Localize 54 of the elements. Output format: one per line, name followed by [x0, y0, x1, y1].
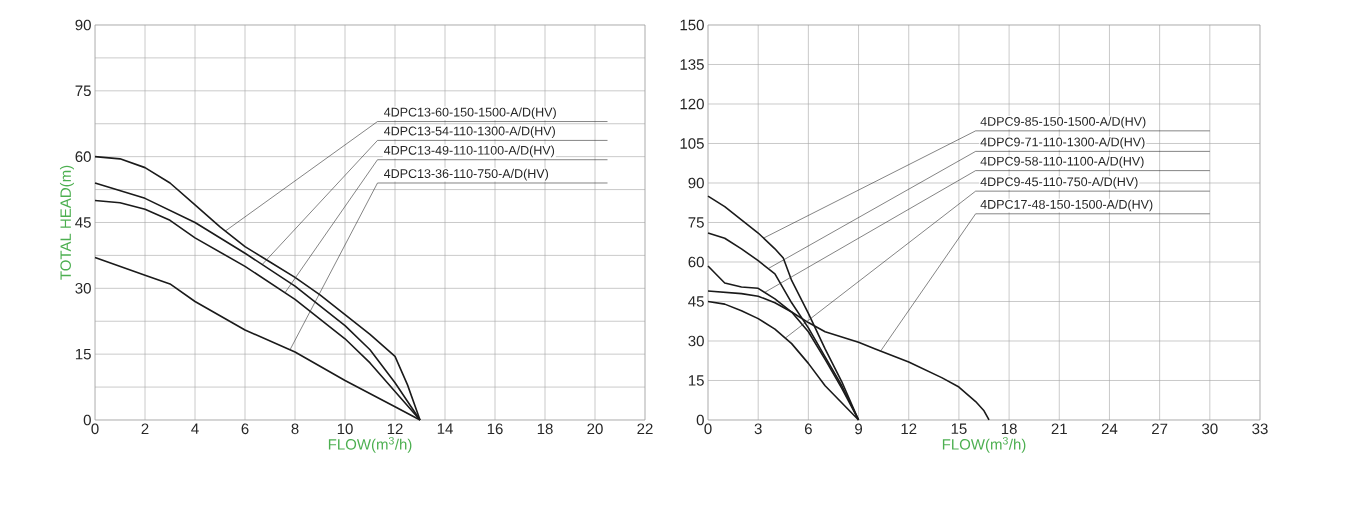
annotation: 4DPC13-36-110-750-A/D(HV) [384, 168, 549, 181]
x-axis-title: FLOW(m$^{3}$/h) [328, 437, 412, 453]
y-tick-label: 90 [75, 19, 91, 31]
y-tick-label: 30 [75, 283, 91, 294]
x-tick-label: 0 [91, 423, 99, 435]
x-tick-label: 8 [291, 423, 299, 435]
x-tick-label: 30 [1202, 423, 1218, 435]
y-tick-label: 15 [75, 348, 91, 360]
x-tick-label: 33 [1252, 423, 1268, 435]
y-tick-label: 75 [75, 85, 91, 97]
x-tick-label: 2 [141, 423, 149, 434]
x-tick-label: 16 [487, 423, 503, 435]
annotation: 4DPC9-45-110-750-A/D(HV) [980, 176, 1138, 189]
x-tick-label: 21 [1051, 423, 1067, 434]
y-tick-label: 135 [680, 59, 704, 70]
y-tick-label: 90 [688, 177, 704, 189]
x-axis-title: FLOW(m$^{3}$/h) [942, 437, 1026, 453]
x-tick-label: 14 [437, 423, 453, 434]
x-tick-label: 12 [901, 423, 917, 434]
x-tick-label: 12 [387, 423, 403, 434]
annotation: 4DPC9-71-110-1300-A/D(HV) [980, 137, 1145, 149]
y-tick-label: 45 [75, 217, 91, 228]
x-tick-label: 15 [951, 423, 967, 434]
x-tick-label: 22 [637, 423, 653, 434]
x-tick-label: 4 [191, 423, 199, 434]
annotation: 4DPC13-54-110-1300-A/D(HV) [384, 126, 555, 138]
x-tick-label: 24 [1101, 423, 1118, 434]
x-tick-label: 6 [804, 423, 812, 435]
y-tick-label: 120 [680, 98, 704, 110]
y-axis-title: TOTAL HEAD(m) [59, 165, 74, 280]
y-tick-label: 45 [688, 296, 704, 307]
y-tick-label: 75 [688, 217, 704, 228]
x-tick-label: 27 [1152, 423, 1168, 434]
annotation: 4DPC9-58-110-1100-A/D(HV) [980, 156, 1144, 169]
x-tick-label: 0 [704, 423, 712, 435]
y-tick-label: 150 [680, 19, 704, 31]
y-tick-label: 0 [83, 414, 91, 426]
y-tick-label: 30 [688, 335, 704, 347]
y-tick-label: 105 [680, 138, 704, 149]
y-tick-label: 60 [688, 256, 704, 268]
x-tick-label: 18 [1001, 423, 1017, 435]
y-tick-label: 15 [688, 375, 704, 386]
x-tick-label: 10 [337, 423, 353, 435]
x-tick-label: 6 [241, 423, 249, 435]
x-tick-label: 3 [754, 423, 762, 435]
x-tick-label: 9 [855, 423, 862, 435]
annotation: 4DPC13-49-110-1100-A/D(HV) [384, 145, 555, 158]
y-tick-label: 60 [75, 151, 91, 162]
y-tick-label: 0 [696, 414, 704, 426]
annotation: 4DPC17-48-150-1500-A/D(HV) [980, 199, 1153, 212]
annotation: 4DPC9-85-150-1500-A/D(HV) [980, 116, 1146, 129]
x-tick-label: 18 [537, 423, 553, 435]
annotation: 4DPC13-60-150-1500-A/D(HV) [384, 107, 556, 120]
x-tick-label: 20 [587, 423, 603, 435]
